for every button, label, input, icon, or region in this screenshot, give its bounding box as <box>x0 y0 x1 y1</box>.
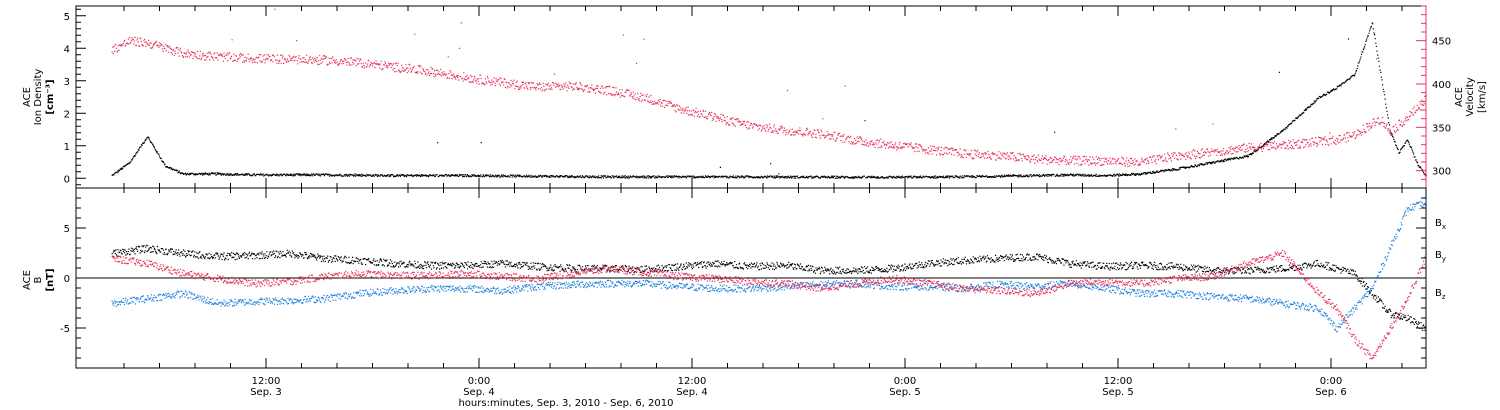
x-tick-date: Sep. 5 <box>1102 387 1134 398</box>
series-points <box>111 200 1427 333</box>
series-points <box>111 8 1427 168</box>
y-tick-label: 4 <box>64 44 70 55</box>
y-tick-label: 350 <box>1432 123 1451 134</box>
legend: Bx By Bz <box>1435 218 1446 301</box>
legend-subscript: y <box>1442 255 1446 263</box>
x-tick-time: 12:00 <box>1104 376 1133 387</box>
top-left-axis: 0 1 2 3 4 5 <box>64 8 86 186</box>
top-left-axis-label: ACE Ion Density [cm⁻³] <box>22 69 56 126</box>
series-y <box>111 200 1427 333</box>
series-right <box>111 8 1427 168</box>
y-tick-label: 300 <box>1432 167 1451 178</box>
bottom-panel: -5 0 5 ACE B [nT] Bx By Bz <box>22 187 1446 369</box>
y-tick-label: 400 <box>1432 80 1451 91</box>
bottom-left-axis: -5 0 5 <box>60 187 1426 369</box>
top-right-label-line-2: Velocity <box>1465 77 1476 116</box>
bottom-left-label-line-2: B <box>33 276 44 283</box>
y-tick-label: 1 <box>64 142 70 153</box>
y-tick-label: 450 <box>1432 37 1451 48</box>
legend-entry: Bx <box>1435 218 1446 231</box>
top-right-axis: 300 350 400 450 <box>1416 5 1451 189</box>
bottom-left-axis-label: ACE B [nT] <box>22 268 56 291</box>
top-right-label-line-3: [km/s] <box>1477 81 1488 113</box>
top-right-axis-label: ACE Velocity [km/s] <box>1454 77 1488 116</box>
series-x <box>111 244 1427 331</box>
x-tick-time: 0:00 <box>468 376 490 387</box>
x-tick-date: Sep. 4 <box>676 387 708 398</box>
x-tick-time: 0:00 <box>894 376 916 387</box>
legend-subscript: x <box>1442 223 1446 231</box>
y-tick-label: 2 <box>64 109 70 120</box>
top-left-label-line-1: ACE <box>22 87 33 107</box>
series-points <box>111 244 1427 331</box>
x-tick-date: Sep. 6 <box>1315 387 1347 398</box>
legend-subscript: z <box>1442 293 1446 301</box>
y-tick-label: 5 <box>64 12 70 23</box>
x-tick-date: Sep. 5 <box>889 387 921 398</box>
x-tick-time: 0:00 <box>1320 376 1342 387</box>
top-left-label-line-2: Ion Density <box>33 69 44 126</box>
y-tick-label: 5 <box>64 224 70 235</box>
x-tick-time: 12:00 <box>252 376 281 387</box>
bottom-left-label-line-1: ACE <box>22 270 33 290</box>
top-panel: 0 1 2 3 4 5 300 350 400 450 ACE Ion Density [cm⁻… <box>22 5 1488 189</box>
top-panel-series <box>111 8 1427 179</box>
series-points <box>111 22 1427 179</box>
y-tick-label: 3 <box>64 77 70 88</box>
x-axis-title: hours:minutes, Sep. 3, 2010 - Sep. 6, 20… <box>458 398 673 409</box>
x-tick-time: 12:00 <box>678 376 707 387</box>
x-tick-date: Sep. 3 <box>250 387 282 398</box>
top-right-label-line-1: ACE <box>1454 87 1465 107</box>
legend-entry: By <box>1435 250 1446 263</box>
series-left <box>111 22 1427 179</box>
legend-entry: Bz <box>1435 288 1446 301</box>
x-tick-date: Sep. 4 <box>463 387 495 398</box>
y-tick-label: 0 <box>64 174 70 185</box>
top-left-label-line-3: [cm⁻³] <box>45 79 56 114</box>
bottom-panel-series <box>76 200 1427 360</box>
y-tick-label: 0 <box>64 274 70 285</box>
bottom-left-label-line-3: [nT] <box>45 268 56 291</box>
y-tick-label: -5 <box>60 324 70 335</box>
